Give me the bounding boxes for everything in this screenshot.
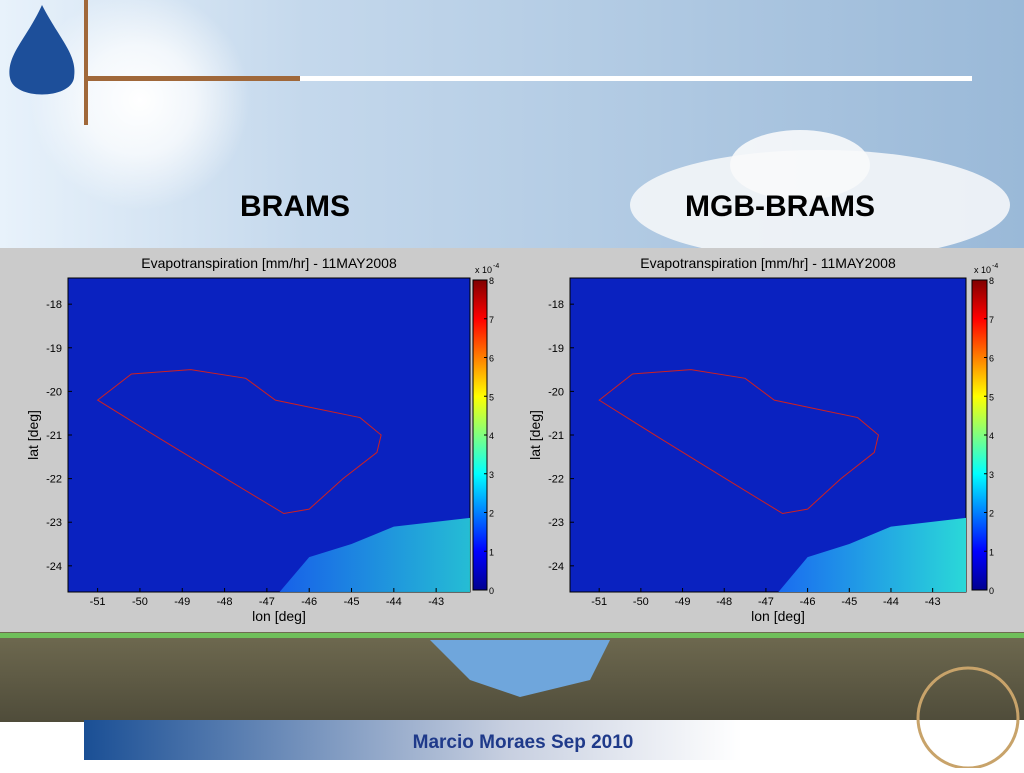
sun — [30, 0, 250, 210]
x-tick-label: -48 — [217, 596, 233, 608]
x-tick-label: -44 — [883, 596, 899, 608]
colorbar-tick-label: 2 — [489, 509, 494, 519]
x-tick-label: -48 — [716, 596, 732, 608]
x-tick-label: -51 — [591, 596, 607, 608]
colorbar-scale: x 10 — [475, 265, 492, 275]
colorbar-tick-label: 4 — [489, 431, 494, 441]
colorbar-tick-label: 0 — [489, 586, 494, 596]
colorbar-tick-label: 6 — [989, 354, 994, 364]
colorbar-tick-label: 8 — [489, 276, 494, 286]
y-tick-label: -24 — [46, 561, 62, 573]
plot-title: Evapotranspiration [mm/hr] - 11MAY2008 — [640, 255, 896, 271]
x-tick-label: -45 — [344, 596, 360, 608]
colorbar-tick-label: 1 — [489, 547, 494, 557]
basin-outline — [598, 369, 880, 515]
heatmap-field — [67, 277, 471, 593]
y-axis-label: lat [deg] — [25, 410, 41, 460]
colorbar-tick-label: 3 — [989, 470, 994, 480]
colorbar-tick-label: 6 — [489, 354, 494, 364]
colorbar-scale-exponent: -4 — [493, 263, 499, 270]
colorbar-tick-label: 1 — [989, 547, 994, 557]
y-tick-label: -18 — [548, 299, 564, 311]
footer-bar — [84, 720, 1024, 760]
x-tick-label: -46 — [301, 596, 317, 608]
right-title: MGB-BRAMS — [685, 190, 875, 223]
x-tick-label: -44 — [386, 596, 402, 608]
rule-vertical — [84, 0, 88, 125]
colorbar-tick-label: 5 — [489, 392, 494, 402]
basin-outline — [96, 369, 382, 515]
y-tick-label: -22 — [548, 474, 564, 486]
colorbar-tick-label: 7 — [989, 315, 994, 325]
colorbar-tick-label: 8 — [989, 276, 994, 286]
logo-drop — [9, 5, 75, 95]
x-tick-label: -50 — [132, 596, 148, 608]
x-tick-label: -49 — [174, 596, 190, 608]
x-tick-label: -43 — [925, 596, 941, 608]
heatmap-ocean — [778, 517, 966, 592]
lake — [430, 640, 610, 697]
y-tick-label: -24 — [548, 561, 564, 573]
y-tick-label: -19 — [548, 343, 564, 355]
cloud — [630, 150, 1010, 260]
y-tick-label: -21 — [548, 430, 564, 442]
x-tick-label: -47 — [259, 596, 275, 608]
colorbar-tick-label: 3 — [489, 470, 494, 480]
plot-title: Evapotranspiration [mm/hr] - 11MAY2008 — [141, 255, 397, 271]
x-tick-label: -43 — [428, 596, 444, 608]
rule-horizontal-light — [300, 76, 972, 81]
left-title: BRAMS — [240, 190, 350, 223]
colorbar-scale-exponent: -4 — [992, 263, 998, 270]
x-tick-label: -45 — [841, 596, 857, 608]
y-axis-label: lat [deg] — [527, 410, 543, 460]
y-tick-label: -23 — [548, 517, 564, 529]
colorbar-tick-label: 5 — [989, 392, 994, 402]
colorbar-tick-label: 4 — [989, 431, 994, 441]
y-tick-label: -22 — [46, 474, 62, 486]
footer-author: Marcio Moraes Sep 2010 — [413, 732, 634, 753]
colorbar-tick-label: 0 — [989, 586, 994, 596]
y-tick-label: -23 — [46, 517, 62, 529]
y-tick-label: -19 — [46, 343, 62, 355]
x-axis-label: lon [deg] — [252, 608, 306, 624]
x-axis-label: lon [deg] — [751, 608, 805, 624]
x-tick-label: -47 — [758, 596, 774, 608]
grass — [0, 633, 1024, 638]
y-tick-label: -20 — [548, 386, 564, 398]
x-tick-label: -51 — [90, 596, 106, 608]
cloud — [730, 130, 870, 200]
y-tick-label: -18 — [46, 299, 62, 311]
x-tick-label: -49 — [675, 596, 691, 608]
colorbar-tick-label: 2 — [989, 509, 994, 519]
y-tick-label: -20 — [46, 386, 62, 398]
x-tick-label: -50 — [633, 596, 649, 608]
y-tick-label: -21 — [46, 430, 62, 442]
colorbar-scale: x 10 — [974, 265, 991, 275]
x-tick-label: -46 — [800, 596, 816, 608]
colorbar-tick-label: 7 — [489, 315, 494, 325]
heatmap-ocean — [279, 517, 470, 592]
